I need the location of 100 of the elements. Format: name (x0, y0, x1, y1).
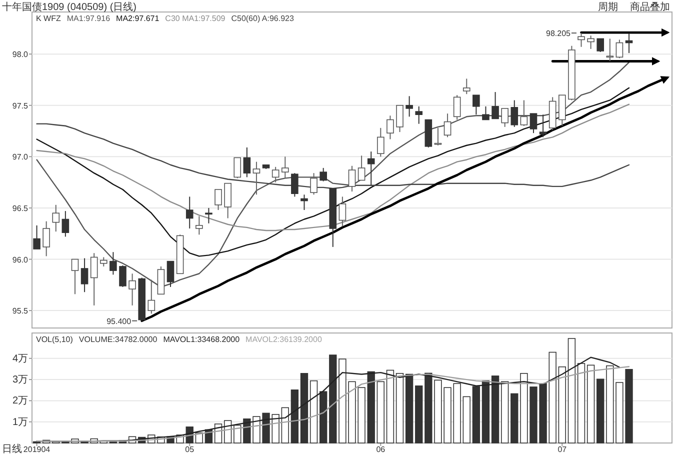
candlestick (530, 113, 538, 134)
text: MAVOL2:36139.2000 (246, 335, 322, 344)
candlestick (434, 127, 442, 146)
candlestick (110, 252, 117, 276)
bar (405, 374, 414, 444)
bar (329, 354, 337, 444)
bar (376, 381, 384, 444)
candlestick (62, 210, 70, 238)
candlestick (128, 273, 136, 306)
candlestick (224, 182, 232, 219)
y-tick-label: 95.5 (12, 306, 29, 316)
bar (548, 352, 556, 444)
line-series (36, 104, 630, 232)
candlestick (214, 188, 222, 211)
candlestick (348, 165, 356, 192)
candlestick (205, 207, 212, 224)
candlestick (196, 216, 203, 236)
bar (386, 370, 394, 444)
bar (606, 365, 614, 444)
candlestick (482, 106, 490, 120)
bar (396, 373, 404, 444)
bar (320, 391, 328, 444)
annotation: 98.205 (546, 29, 572, 38)
candlestick (166, 260, 174, 288)
bar (586, 364, 595, 444)
candlestick (596, 38, 604, 53)
text: MAVOL1:33468.2000 (163, 335, 240, 344)
y-tick-label: 96.5 (12, 204, 29, 213)
text: C30 MA1:97.509 (165, 14, 226, 23)
candlestick (396, 104, 404, 133)
y-tick-label: 4万 (12, 353, 28, 364)
candlestick (578, 32, 585, 48)
bar (472, 386, 480, 444)
candlestick (386, 115, 394, 140)
chart-subtitle: VOL(5,10) (36, 335, 74, 344)
candlestick (291, 172, 298, 198)
y-tick-label: 2万 (12, 396, 28, 407)
candlestick (80, 258, 88, 293)
chart-subtitle: K WFZ (36, 14, 61, 23)
candlestick (100, 256, 108, 267)
bar (568, 338, 576, 444)
bar (500, 381, 509, 444)
candlestick (243, 146, 251, 178)
bar (462, 396, 470, 444)
y-tick-label: 96.0 (12, 255, 29, 264)
y-tick-label: 97.5 (12, 101, 29, 110)
y-tick-label: 98.0 (12, 50, 29, 60)
candlestick (444, 113, 452, 138)
candlestick (320, 167, 327, 182)
x-tick-label: 05 (185, 445, 195, 454)
candlestick (501, 108, 508, 128)
candlestick (252, 161, 260, 196)
text: MA1:97.916 (66, 14, 111, 23)
candlestick (377, 127, 384, 158)
candlestick (406, 96, 413, 118)
bar (300, 373, 308, 444)
candlestick (606, 38, 614, 62)
y-tick-label: 97.0 (12, 152, 29, 162)
candlestick (281, 156, 289, 179)
candlestick (71, 258, 79, 295)
x-tick-label: 06 (376, 445, 386, 454)
y-tick-label: 3万 (12, 374, 28, 386)
candlestick (415, 106, 423, 124)
bar (310, 380, 318, 444)
candlestick (358, 155, 366, 181)
bar (577, 363, 586, 444)
annotation: 95.400 (106, 316, 132, 326)
annotation: 周期 (598, 1, 618, 13)
candlestick (587, 35, 594, 50)
bar (234, 424, 242, 444)
x-tick-label: 201904 (23, 445, 51, 454)
candlestick (234, 157, 242, 179)
bar (510, 393, 518, 444)
candlestick (310, 172, 318, 196)
x-tick-label: 07 (558, 445, 568, 454)
bar (290, 390, 299, 444)
candlestick (492, 92, 499, 120)
candlestick (272, 166, 280, 183)
candlestick (453, 94, 461, 120)
candlestick (616, 39, 624, 59)
bar (482, 380, 490, 444)
candlestick (367, 151, 375, 186)
candlestick (42, 220, 50, 257)
candlestick (33, 224, 40, 250)
text: 日线 (2, 443, 22, 454)
line-series (36, 87, 630, 257)
bar (367, 371, 375, 444)
candlestick (539, 114, 547, 138)
bar (558, 366, 566, 444)
bar (596, 378, 604, 444)
candlestick (510, 100, 518, 128)
candlestick (90, 252, 98, 306)
candlestick (338, 196, 346, 227)
candlestick (300, 194, 308, 211)
text: C50(60) A:96.923 (231, 14, 294, 23)
candlestick (462, 78, 470, 95)
candlestick (186, 196, 194, 229)
text: VOLUME:34782.0000 (78, 335, 158, 344)
candlestick (52, 204, 60, 232)
candlestick (119, 264, 126, 288)
